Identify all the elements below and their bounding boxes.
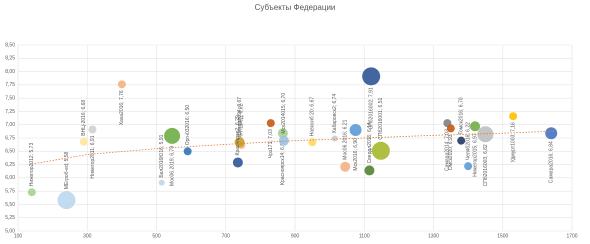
data-label: Хака2016; 7,76 [119, 90, 125, 125]
bubble [183, 147, 192, 156]
bubble [158, 179, 165, 186]
bubble [308, 138, 317, 147]
y-tick-label: 7,75 [5, 82, 15, 88]
data-label: Томск2016; 6,70 [459, 97, 465, 134]
x-tick-label: 700 [222, 233, 231, 239]
bubble [464, 162, 473, 171]
data-label: Мск2016; 6,90 [353, 138, 359, 171]
data-label: ВНЦ-2016; 6,68 [81, 100, 87, 136]
y-tick-label: 8,50 [5, 42, 15, 48]
data-label: Оргн032016; 6,50 [185, 105, 191, 146]
data-label: Свердл094; 6,67 [237, 97, 243, 136]
data-label: Янт-11-ед; 6,62 [239, 103, 245, 138]
data-label: Мос06.2019; 6,79 [169, 146, 175, 186]
bubble [340, 161, 351, 172]
y-tick-label: 6,00 [5, 175, 15, 181]
bubble [232, 157, 243, 168]
data-label: Чрз171; 7,03 [268, 129, 274, 158]
bubble [470, 121, 481, 132]
x-tick-label: 1700 [566, 233, 577, 239]
bubble [509, 112, 518, 121]
x-tick-label: 500 [152, 233, 161, 239]
bubble [349, 124, 362, 137]
y-tick-label: 8,25 [5, 56, 15, 62]
data-label: СПб2016002; 7,91 [369, 87, 375, 129]
bubble [117, 80, 126, 89]
x-tick-label: 1100 [359, 233, 370, 239]
x-tick-label: 900 [291, 233, 300, 239]
x-tick-label: 100 [14, 233, 23, 239]
bubble [266, 119, 275, 128]
x-tick-label: 1300 [428, 233, 439, 239]
data-label: Мск2014015; 6,70 [281, 93, 287, 134]
bubble [79, 137, 88, 146]
bubble [277, 128, 288, 139]
data-label: Хабаровск2; 6,74 [332, 94, 338, 134]
data-label: Мос06.2016; 6,21 [343, 119, 349, 159]
y-tick-label: 8,00 [5, 69, 15, 75]
x-tick-label: 300 [83, 233, 92, 239]
bubble [371, 141, 390, 160]
data-label: Нижегор2011; 6,91 [90, 135, 96, 178]
data-label: МЕгроб-ed; 5,58 [64, 151, 70, 189]
y-tick-label: 7,25 [5, 109, 15, 115]
y-tick-label: 6,50 [5, 149, 15, 155]
y-tick-label: 6,75 [5, 135, 15, 141]
data-label: Свердл2016; 6,14 [367, 122, 373, 163]
bubble [477, 126, 494, 143]
y-tick-label: 5,25 [5, 215, 15, 221]
bubble [278, 135, 289, 146]
y-tick-label: 5,50 [5, 202, 15, 208]
bubble [27, 188, 36, 197]
bubble [57, 191, 76, 210]
y-tick-label: 5,00 [5, 228, 15, 234]
data-label: Самара2016; 6,84 [549, 141, 555, 183]
data-label: СПб2016001; 6,51 [378, 97, 384, 139]
bubble [457, 136, 466, 145]
y-tick-label: 6,25 [5, 162, 15, 168]
data-label: Краснодар2; 6,29 [235, 115, 241, 155]
data-label: Бел2016Ю16; 5,91 [159, 134, 165, 177]
bubble [362, 67, 381, 86]
chart-title: Субъекты Федерации [255, 3, 336, 12]
data-label: Челяб2016; 6,22 [465, 122, 471, 160]
bubble [164, 127, 181, 144]
bubble [234, 137, 245, 148]
bubble [364, 165, 375, 176]
data-label: Омск2020; 6,93 [448, 134, 454, 170]
data-label: Нижегор2015; 6,97 [472, 133, 478, 177]
data-label: СПб2016003; 6,82 [483, 144, 489, 186]
bubble [545, 127, 558, 140]
x-tick-label: 1500 [497, 233, 508, 239]
data-label: Красноярск14; 6,84 [280, 140, 286, 185]
data-label: Самара2014; 7,03 [445, 129, 451, 171]
data-label: Удмурт1003; 7,16 [510, 122, 516, 162]
bubble [331, 135, 338, 142]
bubble [88, 125, 97, 134]
y-tick-label: 5,75 [5, 188, 15, 194]
y-tick-label: 7,00 [5, 122, 15, 128]
bubble [446, 124, 455, 133]
data-label: Новосиб 20; 6,67 [310, 97, 316, 137]
trendline [31, 130, 555, 165]
y-tick-label: 7,50 [5, 95, 15, 101]
chart: Субъекты Федерации 5,00 5,25 5,50 5,75 6,00 6… [5, 3, 578, 239]
